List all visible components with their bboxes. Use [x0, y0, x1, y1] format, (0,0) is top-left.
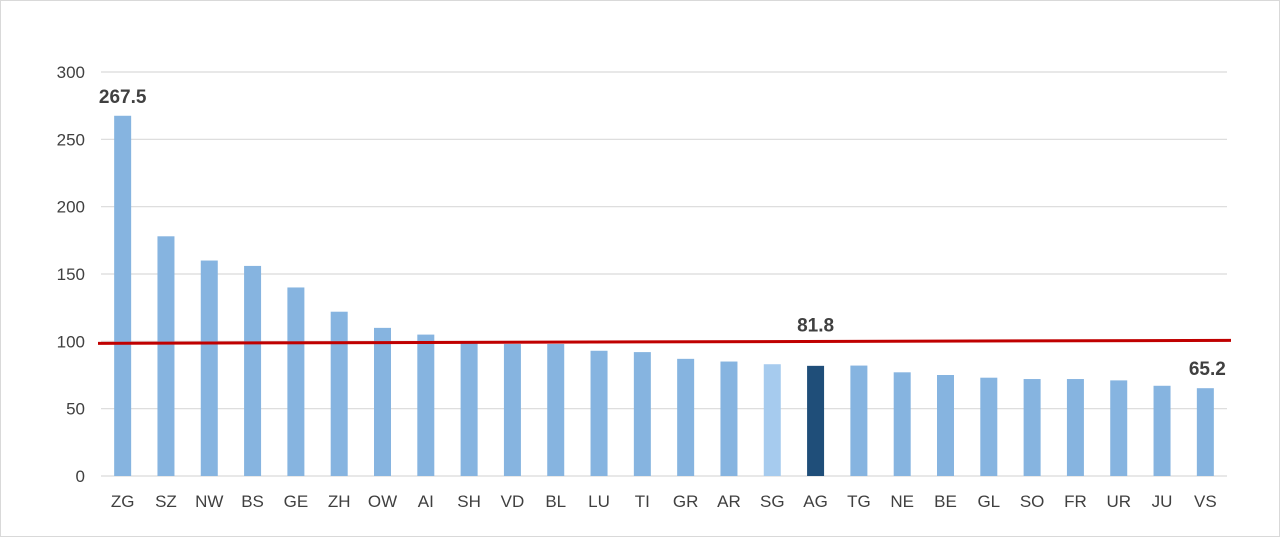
bar-sh — [460, 342, 478, 476]
x-tick-label-ge: GE — [284, 492, 309, 511]
x-tick-label-ti: TI — [635, 492, 650, 511]
x-axis-ticks: ZG SZ NW BS GE ZH OW AI SH VD BL LU TI GR AR SG AG TG NE BE… — [111, 492, 1217, 511]
reference-line-group — [97, 338, 1232, 345]
x-tick-label-lu: LU — [588, 492, 610, 511]
x-tick-label-bs: BS — [241, 492, 264, 511]
y-tick-label: 0 — [76, 467, 85, 486]
y-tick-label: 100 — [57, 332, 85, 351]
x-tick-label-ne: NE — [890, 492, 914, 511]
x-tick-label-ju: JU — [1152, 492, 1173, 511]
bar-ne — [893, 372, 911, 476]
x-tick-label-fr: FR — [1064, 492, 1087, 511]
bar-tg — [850, 365, 868, 476]
y-tick-label: 50 — [66, 400, 85, 419]
bar-nw — [200, 260, 218, 476]
bar-sg — [763, 364, 781, 476]
x-tick-label-gl: GL — [977, 492, 1000, 511]
bar-ar — [720, 361, 738, 476]
bar-be — [937, 375, 954, 476]
x-tick-label-ur: UR — [1106, 492, 1131, 511]
x-tick-label-vs: VS — [1194, 492, 1217, 511]
bar-zg — [114, 115, 132, 477]
bar-ai — [417, 334, 435, 476]
x-tick-label-ar: AR — [717, 492, 741, 511]
bar-so — [1023, 379, 1041, 476]
bar-ur — [1110, 380, 1128, 476]
x-tick-label-ag: AG — [803, 492, 828, 511]
x-tick-label-sg: SG — [760, 492, 785, 511]
bar-gl — [980, 377, 998, 476]
x-tick-label-nw: NW — [195, 492, 223, 511]
bar-ti — [633, 352, 651, 476]
gridlines — [101, 71, 1227, 477]
bar-gr — [677, 358, 695, 476]
x-tick-label-vd: VD — [501, 492, 525, 511]
y-axis-ticks: 0 50 100 150 200 250 300 — [57, 63, 85, 486]
x-tick-label-ow: OW — [368, 492, 397, 511]
x-tick-label-zg: ZG — [111, 492, 135, 511]
bar-ow — [374, 327, 391, 476]
x-tick-label-so: SO — [1020, 492, 1045, 511]
x-tick-label-be: BE — [934, 492, 957, 511]
x-tick-label-sz: SZ — [155, 492, 177, 511]
y-tick-label: 250 — [57, 130, 85, 149]
bars — [114, 115, 1214, 477]
bar-bs — [244, 265, 262, 476]
bar-lu — [590, 350, 608, 476]
bar-bl — [547, 344, 565, 476]
data-label-ag: 81.8 — [797, 315, 834, 336]
data-labels: 267.5 81.8 65.2 — [99, 87, 1226, 380]
y-tick-label: 300 — [57, 63, 85, 82]
bar-ju — [1153, 385, 1171, 476]
x-tick-label-sh: SH — [457, 492, 481, 511]
y-tick-label: 150 — [57, 265, 85, 284]
reference-line — [97, 338, 1232, 345]
x-tick-label-ai: AI — [418, 492, 434, 511]
bar-ge — [287, 287, 305, 476]
x-tick-label-tg: TG — [847, 492, 871, 511]
bar-fr — [1066, 379, 1084, 476]
x-tick-label-gr: GR — [673, 492, 699, 511]
bar-vd — [503, 344, 521, 476]
bar-vs — [1196, 388, 1214, 476]
bar-sz — [157, 236, 175, 476]
data-label-vs: 65.2 — [1189, 359, 1226, 380]
x-tick-label-zh: ZH — [328, 492, 351, 511]
data-label-zg: 267.5 — [99, 87, 147, 108]
bar-ag — [807, 365, 825, 476]
bar-zh — [330, 311, 348, 476]
x-tick-label-bl: BL — [545, 492, 566, 511]
y-tick-label: 200 — [57, 198, 85, 217]
